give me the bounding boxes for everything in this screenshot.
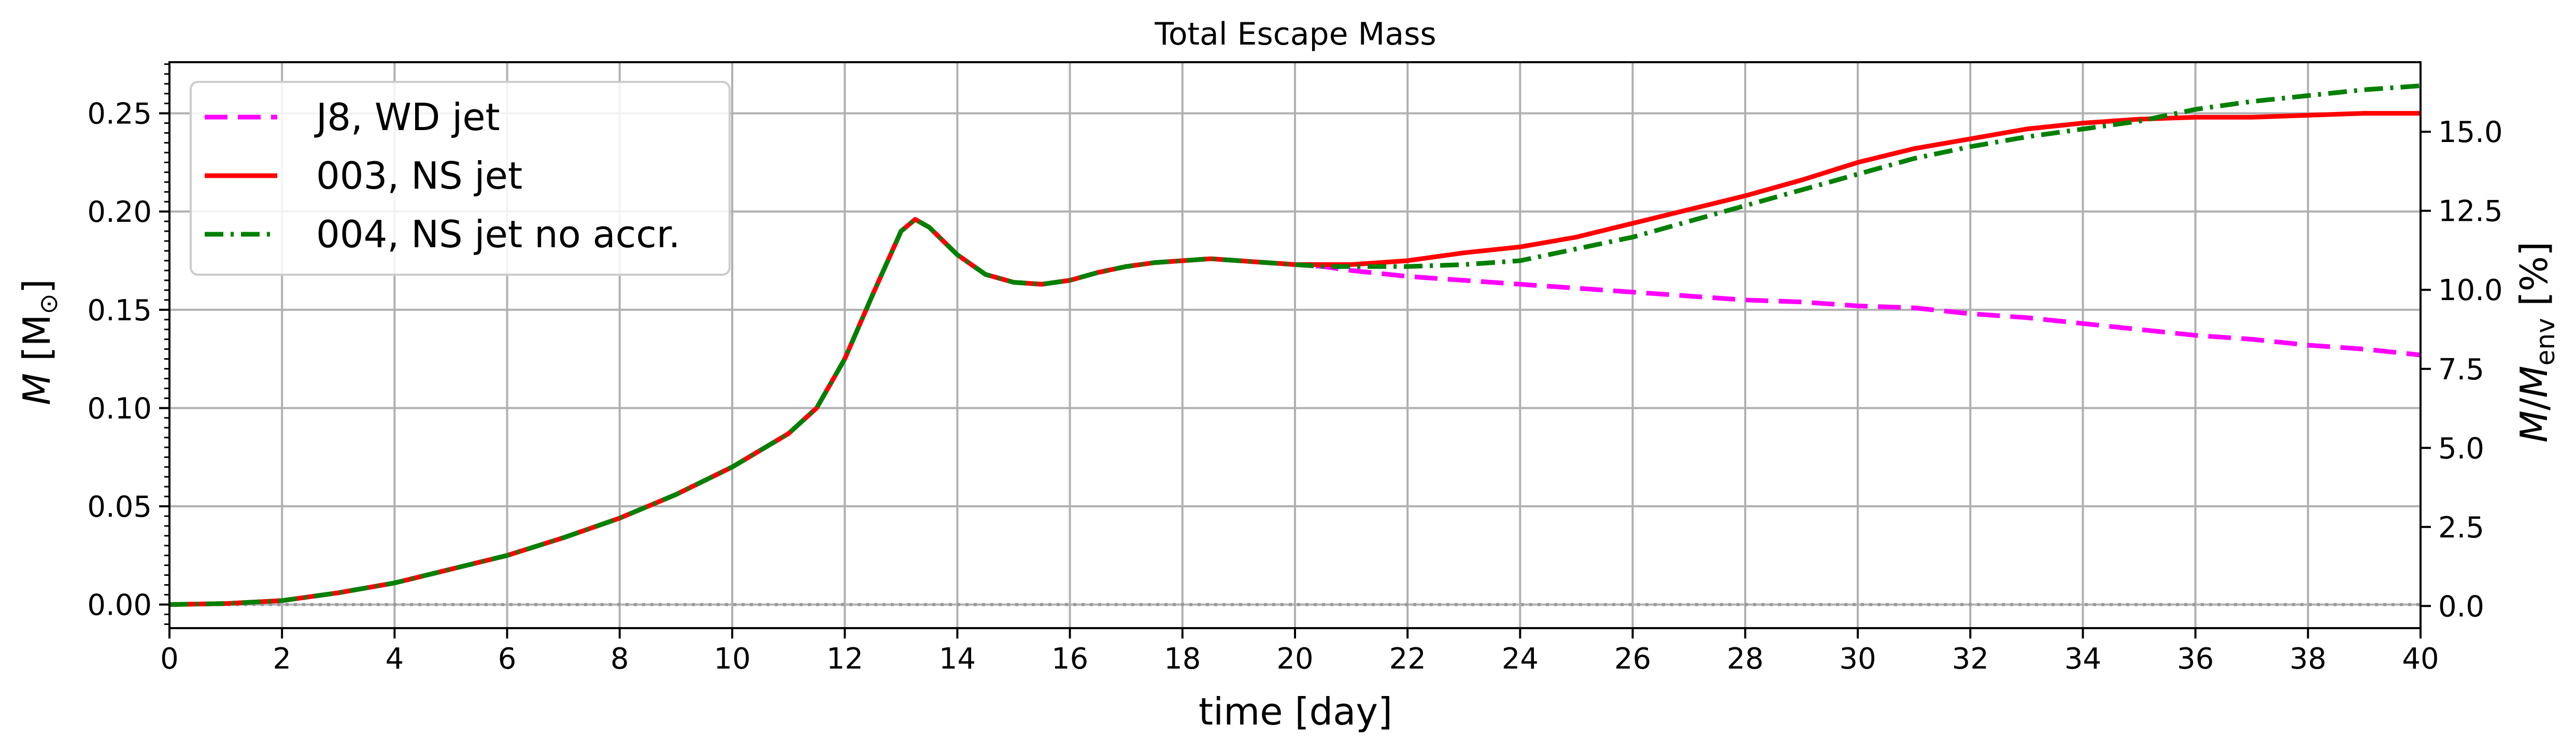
legend: J8, WD jet 003, NS jet 004, NS jet no ac… [190,81,731,276]
y-tick-label: 0.05 [87,490,152,524]
y2-axis-label-slash: / [2512,398,2556,410]
x-tick-label: 2 [273,642,291,676]
x-tick-label: 28 [1727,642,1763,676]
x-tick-label: 4 [386,642,404,676]
x-tick-label: 12 [827,642,863,676]
x-tick-label: 26 [1614,642,1651,676]
legend-label-004-ns-jet-no-accr: 004, NS jet no accr. [316,212,680,256]
x-tick-label: 6 [498,642,517,676]
x-tick-label: 40 [2402,642,2439,676]
x-tick-label: 8 [610,642,629,676]
x-tick-label: 10 [714,642,750,676]
y-axis-label-unit: [M [15,315,59,373]
y-tick-label: 0.25 [87,97,152,131]
y2-tick-label: 7.5 [2438,353,2484,387]
y2-tick-label: 15.0 [2438,116,2503,149]
y-tick-label: 0.00 [87,589,152,622]
x-tick-label: 36 [2177,642,2214,676]
y-axis-ticks: 0.00 0.05 0.10 0.15 0.20 0.25 [87,97,169,622]
x-tick-label: 30 [1839,642,1876,676]
y2-axis-label: M/Menv [%] [2512,242,2560,443]
y2-axis-label-m-env: M [2512,366,2556,398]
y2-axis-label-m: M [2512,410,2556,443]
x-tick-label: 38 [2289,642,2326,676]
y-tick-label: 0.15 [87,294,152,328]
x-tick-label: 14 [939,642,976,676]
y-axis-label-close: ] [15,279,59,293]
chart-title: Total Escape Mass [1154,16,1436,52]
series-line-2 [169,83,2421,607]
y-tick-label: 0.10 [87,392,152,425]
x-axis-label: time [day] [1199,690,1392,733]
x-tick-label: 16 [1051,642,1088,676]
legend-label-j8-wd-jet: J8, WD jet [314,95,500,139]
y-tick-label: 0.20 [87,195,152,229]
x-tick-label: 0 [160,642,179,676]
legend-label-003-ns-jet: 003, NS jet [316,154,522,197]
x-tick-label: 34 [2065,642,2101,676]
y-axis-label: M [M⊙] [15,279,63,405]
y2-tick-label: 2.5 [2438,511,2484,545]
y2-tick-label: 10.0 [2438,274,2503,307]
x-tick-label: 32 [1952,642,1989,676]
y2-axis-ticks: 0.0 2.5 5.0 7.5 10.0 12.5 15.0 [2421,116,2503,623]
y2-tick-label: 12.5 [2438,195,2503,229]
x-tick-label: 22 [1389,642,1426,676]
x-axis-ticks: 0 2 4 6 8 10 12 14 16 18 20 22 24 26 28 30 32 34 36 38 40 [160,628,2439,676]
x-tick-label: 24 [1502,642,1539,676]
y2-axis-label-percent: [%] [2512,242,2556,318]
y-axis-label-symbol: M [15,373,59,405]
x-tick-label: 18 [1164,642,1201,676]
legend-frame [190,81,731,276]
x-tick-label: 20 [1276,642,1313,676]
y2-tick-label: 5.0 [2438,432,2484,465]
y-axis-label-sun-subscript: ⊙ [34,293,63,314]
y2-tick-label: 0.0 [2438,590,2484,623]
y2-axis-label-env-subscript: env [2530,318,2560,365]
series-lines [169,83,2421,607]
